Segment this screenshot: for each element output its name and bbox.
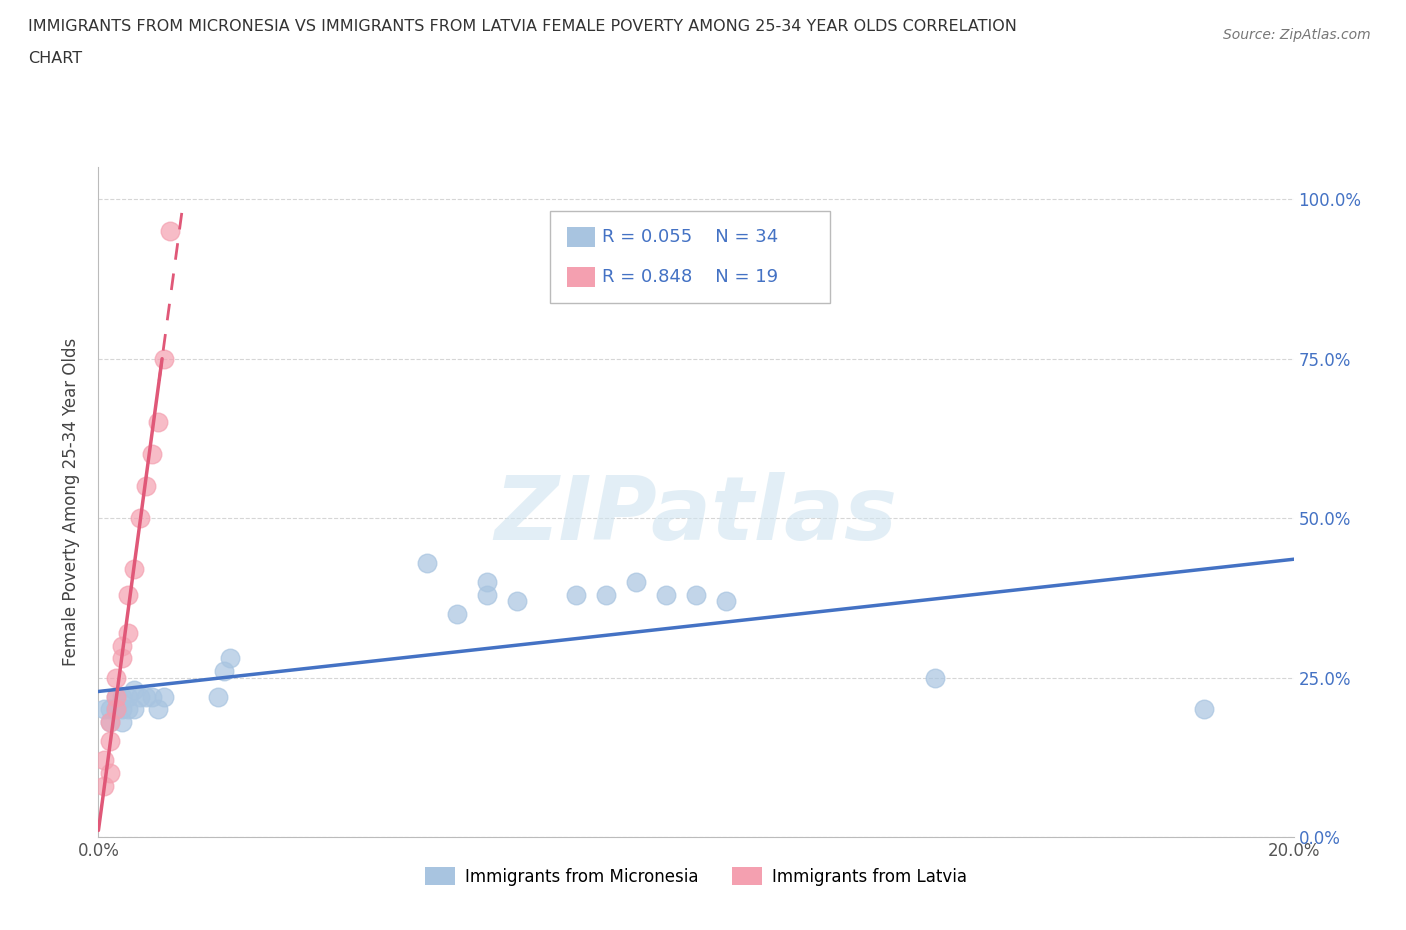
Point [98,734,122,749]
Point [98,702,122,717]
Point [416,555,439,570]
Text: IMMIGRANTS FROM MICRONESIA VS IMMIGRANTS FROM LATVIA FEMALE POVERTY AMONG 25-34 : IMMIGRANTS FROM MICRONESIA VS IMMIGRANTS… [28,19,1017,33]
Point [124,562,146,577]
Point [475,575,498,590]
Point [117,587,139,602]
Point [111,651,134,666]
Point [714,593,737,608]
Point [93,753,115,768]
Point [98,715,122,730]
Point [153,352,176,366]
Point [135,689,157,704]
Text: ZIPatlas: ZIPatlas [495,472,897,559]
Text: CHART: CHART [28,51,82,66]
Point [565,587,588,602]
Point [117,702,139,717]
Point [105,702,128,717]
Point [219,651,242,666]
Point [111,715,134,730]
Point [626,575,648,590]
Point [148,415,170,430]
Point [924,671,946,685]
Point [117,626,139,641]
Point [446,606,468,621]
Y-axis label: Female Poverty Among 25-34 Year Olds: Female Poverty Among 25-34 Year Olds [62,339,80,666]
Point [153,689,176,704]
Point [129,511,152,525]
Point [685,587,707,602]
Point [124,702,146,717]
Point [212,664,235,679]
Point [506,593,529,608]
Point [93,702,115,717]
Point [207,689,229,704]
Point [595,587,617,602]
Point [159,224,181,239]
Point [105,702,128,717]
Text: Source: ZipAtlas.com: Source: ZipAtlas.com [1223,28,1371,42]
Point [475,587,498,602]
Point [105,689,128,704]
Point [117,689,139,704]
Point [111,638,134,653]
Point [135,479,157,494]
Point [98,715,122,730]
Point [141,447,163,462]
Point [111,702,134,717]
Legend: Immigrants from Micronesia, Immigrants from Latvia: Immigrants from Micronesia, Immigrants f… [419,861,973,892]
Point [129,689,152,704]
Point [655,587,678,602]
Point [105,702,128,717]
Point [98,765,122,780]
Point [93,778,115,793]
Text: R = 0.055    N = 34: R = 0.055 N = 34 [602,228,778,246]
Point [124,683,146,698]
Point [105,671,128,685]
Point [141,689,163,704]
Point [1192,702,1215,717]
Point [111,689,134,704]
Text: R = 0.848    N = 19: R = 0.848 N = 19 [602,268,778,286]
Point [148,702,170,717]
Point [105,689,128,704]
